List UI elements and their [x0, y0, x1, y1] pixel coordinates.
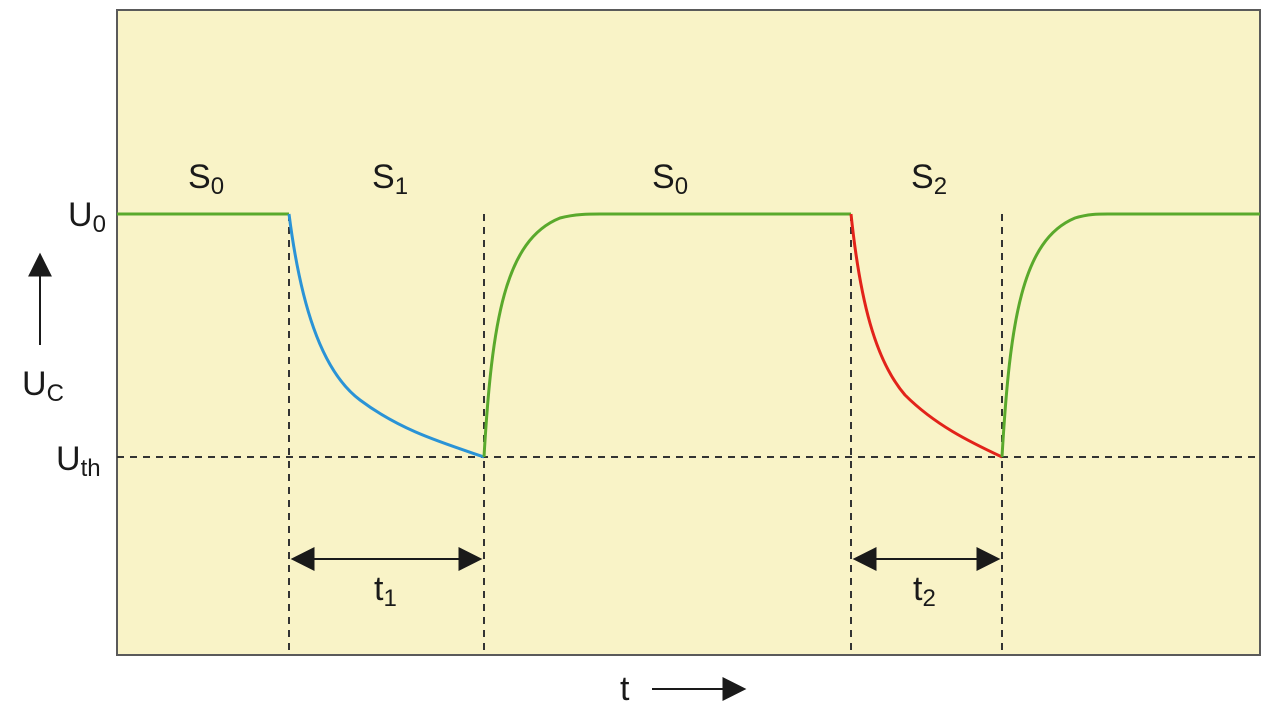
label-t-axis: t: [620, 670, 630, 708]
label-s0-mid: S0: [652, 158, 688, 200]
curve-s1-discharge: [287, 213, 485, 459]
label-t1: t1: [374, 570, 397, 612]
curve-s0-recharge-2: [1000, 212, 1260, 458]
label-s2: S2: [911, 158, 947, 200]
label-uth: Uth: [56, 440, 101, 482]
curve-s2-discharge: [849, 213, 1003, 459]
label-t2: t2: [913, 570, 936, 612]
label-u0: U0: [68, 196, 106, 238]
label-s0-left: S0: [188, 158, 224, 200]
label-uc: UC: [22, 365, 64, 407]
curve-s0-recharge: [482, 212, 851, 458]
label-s1: S1: [372, 158, 408, 200]
